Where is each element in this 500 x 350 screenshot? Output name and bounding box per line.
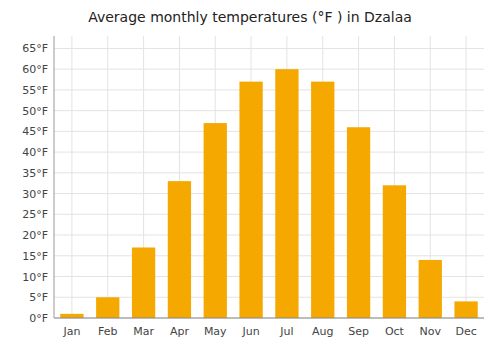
x-tick-label: Jul — [279, 325, 293, 338]
x-tick-label: Jun — [241, 325, 259, 338]
y-grid-line — [54, 235, 484, 236]
y-tick-label: 30°F — [22, 188, 48, 201]
y-grid-line — [54, 89, 484, 90]
x-axis-line — [54, 318, 484, 319]
x-tick-label: Dec — [455, 325, 476, 338]
y-tick-label: 40°F — [22, 146, 48, 159]
y-grid-line — [54, 152, 484, 153]
y-grid-line — [54, 193, 484, 194]
x-tick-label: Sep — [348, 325, 369, 338]
x-tick-label: Oct — [385, 325, 405, 338]
x-tick-label: Jan — [62, 325, 80, 338]
y-tick-label: 25°F — [22, 208, 48, 221]
y-grid-line — [54, 131, 484, 132]
bar — [204, 123, 227, 318]
x-tick-label: Aug — [312, 325, 333, 338]
y-tick-label: 50°F — [22, 105, 48, 118]
y-grid-line — [54, 48, 484, 49]
x-tick-label: Nov — [420, 325, 442, 338]
y-tick-label: 10°F — [22, 271, 48, 284]
y-tick-label: 55°F — [22, 84, 48, 97]
y-tick-label: 45°F — [22, 125, 48, 138]
y-grid-line — [54, 69, 484, 70]
chart: Average monthly temperatures (°F ) in Dz… — [0, 0, 500, 350]
bar — [60, 314, 83, 318]
x-tick-label: Apr — [170, 325, 190, 338]
x-grid-line — [466, 36, 467, 318]
y-grid-line — [54, 172, 484, 173]
y-tick-label: 0°F — [29, 312, 48, 325]
y-grid-line — [54, 110, 484, 111]
bar — [96, 297, 119, 318]
bar — [347, 127, 370, 318]
bar — [132, 248, 155, 319]
x-grid-line — [107, 36, 108, 318]
bar — [419, 260, 442, 318]
page: {"chart_data": {"type": "bar", "title": … — [0, 0, 500, 350]
title: Average monthly temperatures (°F ) in Dz… — [88, 9, 412, 25]
y-axis-line — [54, 36, 55, 318]
x-tick-label: May — [204, 325, 227, 338]
y-tick-label: 65°F — [22, 42, 48, 55]
bar — [311, 82, 334, 318]
bar — [168, 181, 191, 318]
y-grid-line — [54, 318, 484, 319]
bars — [60, 69, 477, 318]
x-grid-line — [71, 36, 72, 318]
y-tick-label: 5°F — [29, 291, 48, 304]
y-tick-label: 60°F — [22, 63, 48, 76]
y-tick-label: 35°F — [22, 167, 48, 180]
y-tick-label: 15°F — [22, 250, 48, 263]
bar — [239, 82, 262, 318]
x-tick-label: Mar — [133, 325, 154, 338]
bar — [383, 185, 406, 318]
y-grid-line — [54, 214, 484, 215]
grid — [54, 36, 484, 318]
bar — [454, 301, 477, 318]
y-tick-label: 20°F — [22, 229, 48, 242]
bar — [275, 69, 298, 318]
x-tick-label: Feb — [98, 325, 117, 338]
y-grid-line — [54, 255, 484, 256]
